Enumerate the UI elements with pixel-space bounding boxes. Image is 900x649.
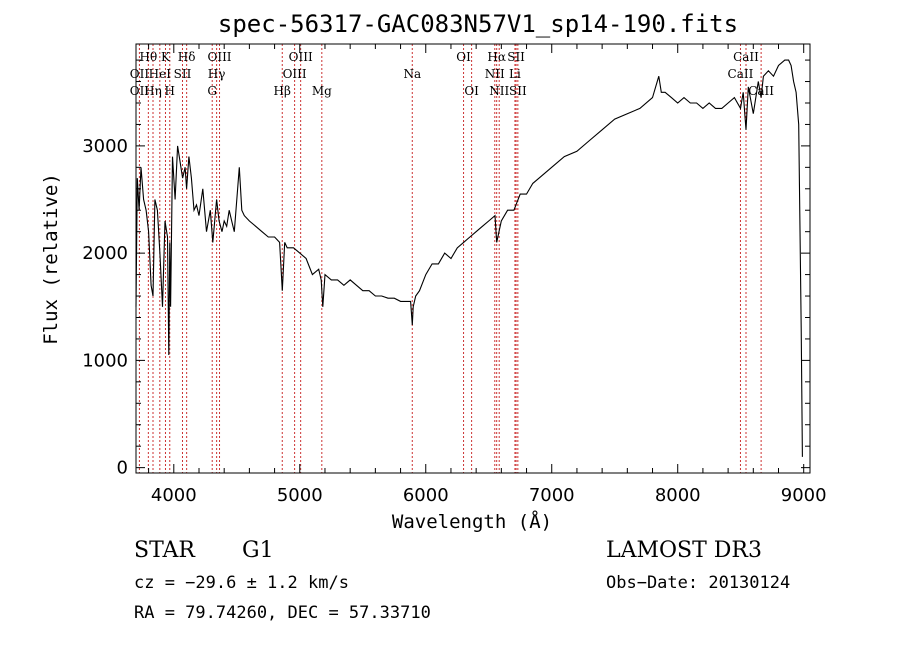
- x-tick-label: 9000: [781, 485, 827, 506]
- spectral-line-label: Hδ: [178, 50, 196, 64]
- x-tick-label: 4000: [151, 485, 197, 506]
- y-tick-label: 2000: [82, 243, 128, 264]
- spectral-line-label: OII: [130, 67, 150, 81]
- spectral-line-label: HeI: [149, 67, 172, 81]
- spectral-line-label: Mg: [312, 84, 332, 98]
- spectral-line-markers: [138, 44, 762, 473]
- spectral-line-label: CaII: [748, 84, 774, 98]
- observation-date: Obs−Date: 20130124: [606, 573, 791, 593]
- spectral-line-label: K: [161, 50, 171, 64]
- plot-frame: [135, 43, 811, 474]
- spectral-line-label: OIII: [283, 67, 307, 81]
- spectral-line-label: OIII: [289, 50, 313, 64]
- x-tick-label: 8000: [655, 485, 701, 506]
- y-tick-label: 0: [117, 458, 128, 479]
- object-class: STAR: [134, 538, 195, 563]
- y-tick-label: 1000: [82, 350, 128, 371]
- spectral-line-label: Hβ: [274, 84, 291, 98]
- survey-name: LAMOST DR3: [606, 538, 762, 563]
- spectral-line-label: Hγ: [208, 67, 226, 81]
- spectral-line-label: NII: [485, 67, 505, 81]
- spectral-line-label: Hα: [487, 50, 506, 64]
- spectral-line-label: SII: [174, 67, 192, 81]
- object-subclass: G1: [242, 538, 274, 563]
- y-axis-label: Flux (relative): [40, 173, 62, 345]
- spectral-line-label: G: [207, 84, 217, 98]
- chart-title: spec-56317-GAC083N57V1_sp14-190.fits: [218, 10, 738, 38]
- spectral-line-label: CaII: [728, 67, 754, 81]
- y-axis-ticks: 0 1000 2000 3000: [82, 59, 810, 479]
- x-axis-ticks: 4000 5000 6000 7000 8000 9000: [148, 44, 827, 506]
- x-tick-label: 7000: [529, 485, 575, 506]
- y-tick-label: 3000: [82, 136, 128, 157]
- spectral-line-label: Na: [403, 67, 421, 81]
- spectrum-series-line: [135, 59, 803, 457]
- sky-coordinates: RA = 79.74260, DEC = 57.33710: [134, 603, 431, 623]
- spectral-line-label: Hθ: [139, 50, 157, 64]
- spectral-line-label: NII: [489, 84, 509, 98]
- spectral-line-label: SII: [507, 50, 525, 64]
- x-tick-label: 6000: [403, 485, 449, 506]
- spectral-line-label: OII: [130, 84, 150, 98]
- spectral-line-label: OIII: [207, 50, 231, 64]
- x-axis-label: Wavelength (Å): [392, 510, 552, 533]
- spectral-line-label: CaII: [733, 50, 759, 64]
- spectral-line-label: Hη: [144, 84, 162, 98]
- spectral-line-label: H: [165, 84, 175, 98]
- radial-velocity: cz = −29.6 ± 1.2 km/s: [134, 573, 349, 593]
- spectral-line-label: OI: [464, 84, 479, 98]
- spectral-line-label: OI: [456, 50, 471, 64]
- spectral-line-label: Li: [509, 67, 521, 81]
- x-tick-label: 5000: [277, 485, 323, 506]
- spectral-line-label: SII: [509, 84, 527, 98]
